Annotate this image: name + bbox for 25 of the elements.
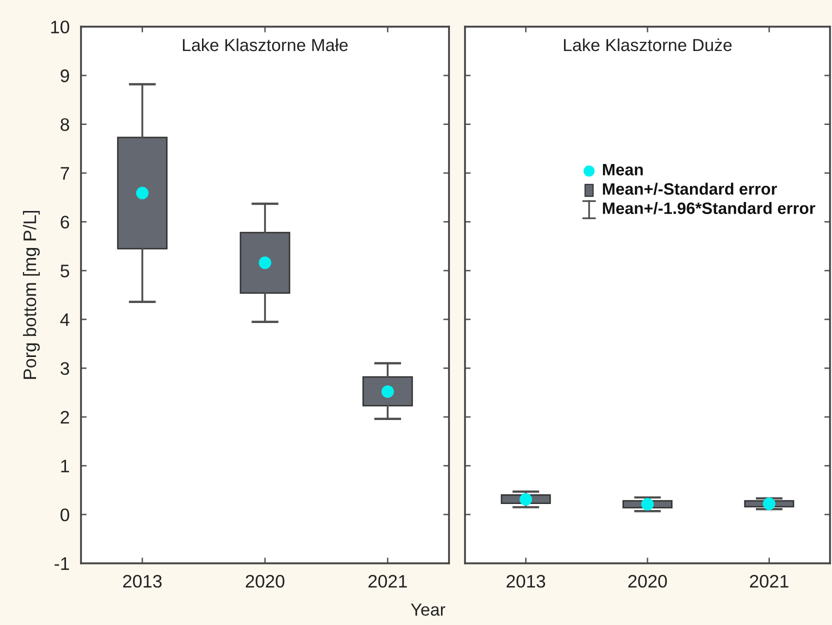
y-tick-label: 9	[60, 69, 70, 82]
annotation: Mean+/-1.96*Standard error	[602, 202, 816, 214]
text: Lake Klasztorne Małe	[182, 38, 348, 52]
x-axis-title: Year	[410, 604, 446, 616]
y-tick-label: 1	[61, 460, 70, 472]
y-tick-label: 4	[60, 314, 70, 326]
y-tick-label: 10	[51, 20, 70, 34]
text: Lake Klasztorne Duże	[564, 38, 732, 52]
x-tick-label: 2020	[628, 574, 667, 588]
x-tick-label: 2013	[123, 574, 162, 588]
x-tick-label: 2021	[750, 574, 788, 588]
y-axis-title: Porg bottom [mg P/L]	[22, 210, 40, 379]
annotation: Mean	[602, 164, 643, 176]
x-tick-label: 2013	[506, 574, 546, 588]
y-tick-label: 0	[60, 508, 70, 522]
x-tick-label: 2021	[368, 574, 407, 588]
annotation: Mean+/-Standard error	[602, 182, 777, 195]
y-tick-label: 5	[60, 264, 70, 278]
y-tick-label: 3	[60, 362, 70, 375]
y-tick-label: 8	[60, 118, 70, 131]
y-tick-label: 2	[60, 410, 69, 424]
x-tick-label: 2020	[246, 574, 284, 588]
y-tick-label: 6	[60, 216, 70, 229]
y-tick-label: 7	[60, 167, 69, 180]
y-tick-label: -1	[54, 557, 70, 570]
